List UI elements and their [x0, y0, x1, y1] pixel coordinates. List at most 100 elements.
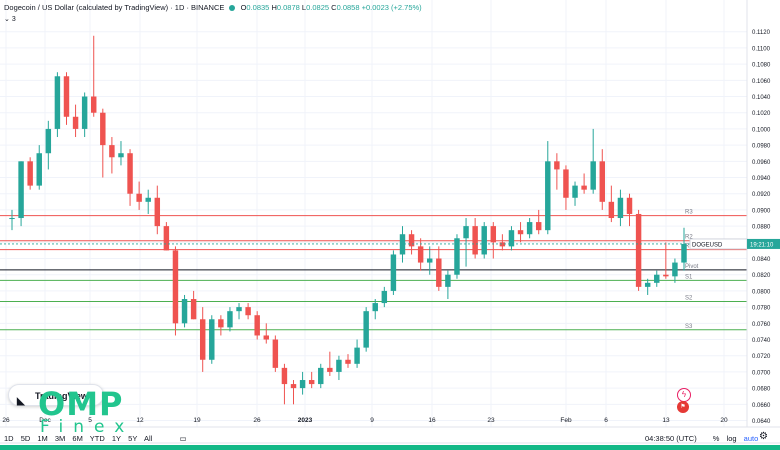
tradingview-logo[interactable]: ◣ TradingView [8, 384, 104, 407]
indicators-toggle[interactable]: ⌄ 3 [4, 15, 16, 23]
candle-body [109, 145, 115, 158]
price-tick-label: 0.0840 [752, 257, 771, 263]
candle [490, 222, 497, 259]
candle-body [72, 116, 79, 129]
candle [545, 141, 551, 235]
price-tick-label: 0.1060 [752, 79, 771, 85]
candle-body [554, 161, 560, 170]
candle-body [381, 290, 388, 304]
footer-controls: 04:38:50 (UTC) % log auto [640, 434, 758, 443]
candle [172, 246, 179, 336]
candle-body [145, 197, 151, 202]
time-axis: 26 Dec 5 12 19 26 2023 9 16 23 Feb 6 13 20 [2, 417, 728, 424]
flag-icon[interactable]: ⚑ [677, 401, 689, 413]
timeframe-6m[interactable]: 6M [72, 434, 83, 443]
candle [436, 246, 442, 291]
candle-body [190, 299, 197, 320]
candle [390, 250, 397, 295]
candle [463, 218, 469, 267]
candle-body [545, 161, 551, 231]
candle [272, 335, 279, 372]
finex-logo: Finex [40, 417, 135, 437]
time-tick-label: 12 [136, 417, 144, 424]
time-tick-label: 23 [487, 417, 495, 424]
candle-body [236, 307, 242, 312]
candle [644, 278, 651, 295]
gear-icon[interactable]: ⚙ [759, 431, 768, 442]
timeframe-3m[interactable]: 3M [54, 434, 66, 443]
timeframe-ytd[interactable]: YTD [89, 434, 105, 443]
symbol-tag-text: DOGEUSD [692, 242, 723, 248]
candle [308, 371, 315, 389]
candle [154, 185, 161, 235]
candle [581, 173, 587, 194]
candle-body [308, 380, 315, 385]
candle [9, 209, 15, 231]
candle [327, 351, 333, 376]
candle [572, 181, 578, 206]
candle-body [100, 112, 106, 146]
timeframe-5d[interactable]: 5D [20, 434, 31, 443]
date-range-icon[interactable]: ▭ [179, 434, 187, 443]
countdown-box [747, 238, 780, 249]
candle-body [608, 201, 615, 219]
candle-body [563, 169, 569, 198]
price-tick-label: 0.0940 [752, 176, 771, 182]
candle [18, 161, 24, 227]
timeframe-1y[interactable]: 1Y [111, 434, 122, 443]
candle-body [517, 230, 524, 235]
tradingview-mark-icon: ◣ [17, 396, 25, 407]
timeframe-5y[interactable]: 5Y [128, 434, 138, 443]
symbol-title[interactable]: Dogecoin / US Dollar (calculated by Trad… [4, 3, 225, 12]
price-tick-label: 0.0660 [752, 403, 771, 409]
candle [408, 230, 415, 255]
candle-body [254, 315, 260, 336]
candle [454, 234, 460, 279]
time-tick-label: 9 [370, 417, 374, 424]
candle [290, 380, 297, 405]
candle [45, 120, 52, 170]
candle [526, 218, 533, 239]
candle [81, 92, 88, 138]
auto-toggle[interactable]: auto [743, 434, 759, 443]
timeframe-bar: 1D 5D 1M 3M 6M YTD 1Y 5Y All ▭ [4, 434, 192, 443]
candle-body [36, 153, 42, 186]
high-value: 0.0878 [276, 3, 300, 12]
candle-body [672, 262, 678, 277]
candle [236, 303, 242, 320]
pivot-levels: R3 R2 R1 Pivot S1 S2 S3 [0, 210, 747, 331]
timeframe-1d[interactable]: 1D [4, 434, 14, 443]
candle-body [417, 246, 424, 263]
candle [318, 363, 324, 389]
open-value: 0.0835 [246, 3, 270, 12]
candle [136, 181, 142, 210]
countdown-text: 19:21:10 [750, 242, 774, 248]
candle [626, 193, 633, 227]
candle [118, 141, 124, 166]
timeframe-all[interactable]: All [144, 434, 153, 443]
lightning-icon[interactable]: ϟ [677, 388, 691, 402]
candle [508, 226, 515, 251]
candle-body [363, 311, 369, 348]
timeframe-1m[interactable]: 1M [37, 434, 48, 443]
price-axis: 0.1120 0.1100 0.1080 0.1060 0.1040 0.1020 0.10… [752, 30, 771, 425]
price-tick-label: 0.0880 [752, 225, 771, 231]
candle [181, 294, 188, 328]
time-tick-label: 16 [428, 417, 436, 424]
log-toggle[interactable]: log [726, 434, 737, 443]
close-value: 0.0858 [336, 3, 360, 12]
grid [0, 0, 747, 427]
candle-body [508, 230, 515, 247]
candle-body [318, 367, 324, 385]
candle-body [345, 359, 351, 364]
price-tick-label: 0.0980 [752, 144, 771, 150]
candle [535, 209, 542, 235]
candle [554, 153, 560, 190]
candle-body [481, 226, 487, 255]
candle [245, 303, 251, 320]
percent-toggle[interactable]: % [712, 434, 720, 443]
candle-body [472, 226, 478, 255]
candle-body [118, 153, 124, 158]
clock-time[interactable]: 04:38:50 (UTC) [645, 434, 697, 443]
